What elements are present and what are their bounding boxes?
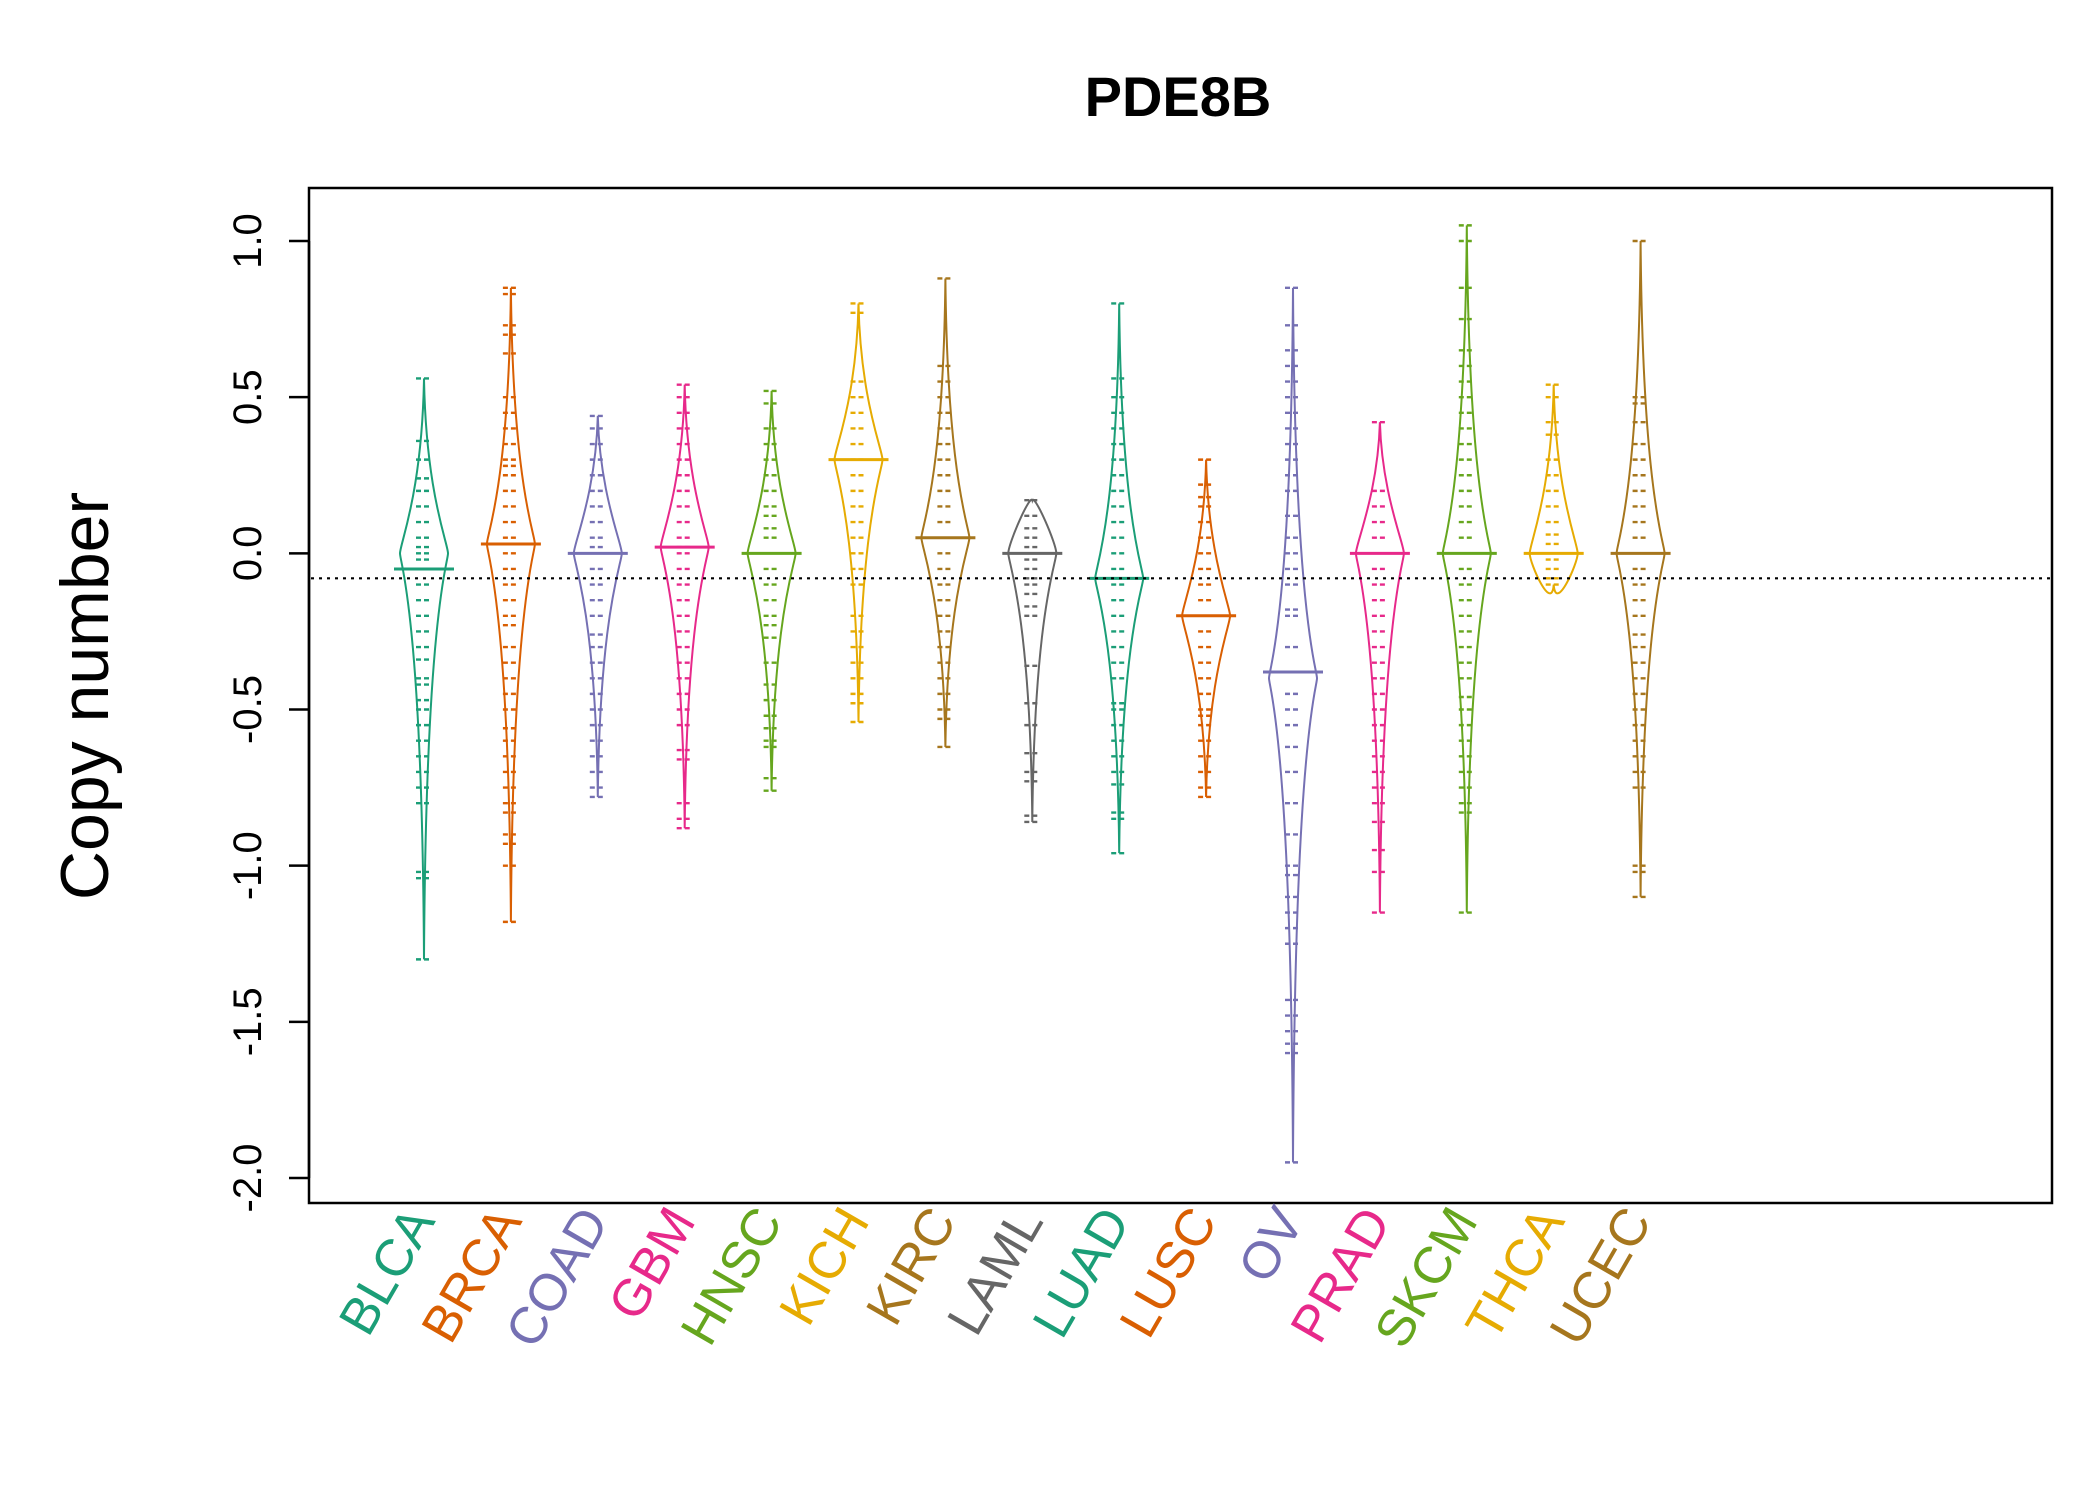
y-tick-label: 0.0 [226, 526, 270, 582]
y-tick-label: 1.0 [226, 213, 270, 269]
y-axis-label: Copy number [47, 492, 123, 900]
bean-skcm [1436, 224, 1497, 914]
y-axis: 1.0 0.5 0.0 -0.5 -1.0 -1.5 -2.0 [226, 213, 311, 1213]
bean-outline [1181, 459, 1232, 797]
bean-kich [828, 302, 889, 724]
bean-laml [1002, 498, 1063, 824]
y-tick-label: -2.0 [226, 1144, 270, 1213]
bean-outline [1528, 384, 1579, 595]
bean-outline [920, 278, 971, 747]
bean-outline [1354, 422, 1405, 913]
y-tick-label: -1.5 [226, 987, 270, 1056]
bean-ov [1263, 286, 1323, 1164]
y-tick-label: -0.5 [226, 675, 270, 744]
bean-coad [567, 414, 628, 799]
bean-outline [659, 384, 710, 829]
bean-thca [1523, 383, 1584, 595]
bean-blca [394, 377, 454, 961]
beans [394, 224, 1671, 1164]
bean-outline [746, 390, 797, 791]
plot-frame [307, 186, 2054, 1205]
bean-kirc [915, 277, 976, 749]
bean-prad [1349, 420, 1410, 914]
bean-hnsc [741, 389, 802, 792]
bean-ucec [1610, 239, 1671, 899]
y-tick-label: 0.5 [226, 369, 270, 425]
chart-title: PDE8B [1085, 65, 1272, 128]
bean-brca [480, 286, 541, 924]
bean-outline [485, 287, 536, 922]
bean-gbm [654, 383, 715, 830]
x-tick-label-kich: KICH [769, 1198, 881, 1335]
bean-lusc [1176, 458, 1237, 799]
x-tick-label-ov: OV [1228, 1198, 1316, 1292]
bean-outline [833, 303, 884, 723]
y-tick-label: -1.0 [226, 831, 270, 900]
